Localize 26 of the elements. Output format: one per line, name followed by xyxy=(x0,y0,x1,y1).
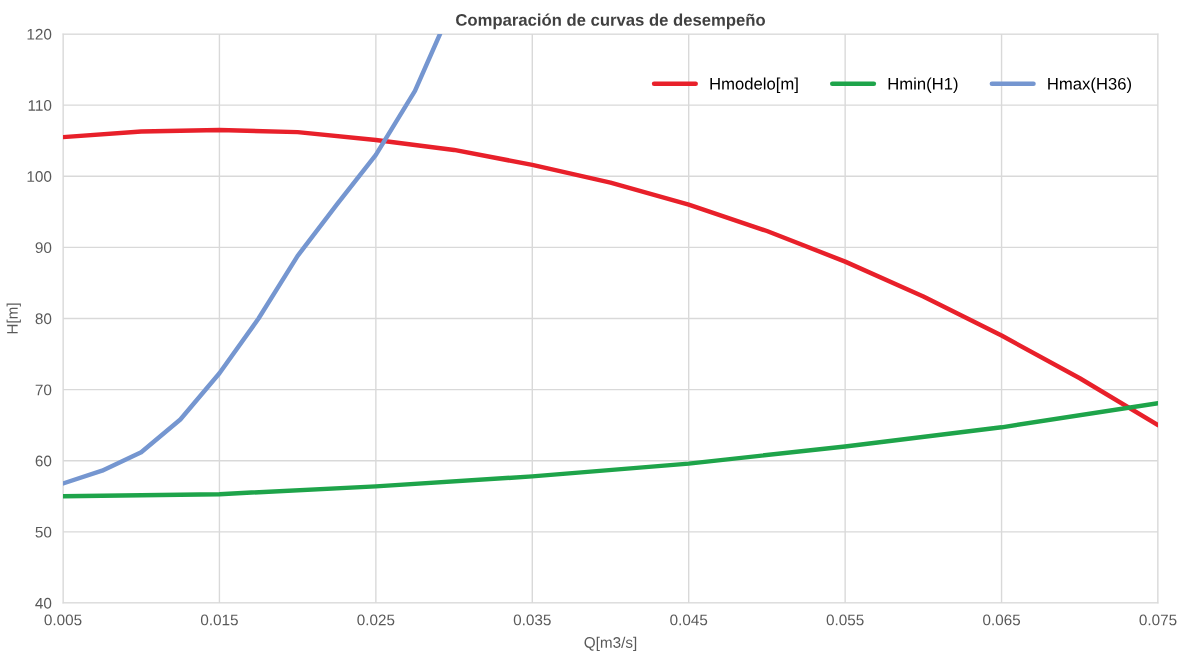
y-tick-label: 80 xyxy=(35,313,52,325)
line-series xyxy=(63,400,1158,499)
legend-label: Hmin(H1) xyxy=(888,77,958,93)
x-tick-label: 0.035 xyxy=(513,614,551,626)
y-tick-label: 120 xyxy=(27,28,52,40)
x-tick-label: 0.025 xyxy=(357,614,395,626)
x-axis-title: Q[m3/s] xyxy=(584,636,637,651)
x-tick-label: 0.055 xyxy=(826,614,864,626)
y-tick-label: 100 xyxy=(27,171,52,182)
y-tick-label: 40 xyxy=(35,597,52,609)
chart-title: Comparación de curvas de desempeño xyxy=(456,13,765,30)
y-tick-label: 60 xyxy=(35,455,52,467)
x-tick-label: 0.005 xyxy=(44,614,82,626)
line-series xyxy=(63,34,443,486)
legend-label: Hmax(H36) xyxy=(1048,77,1132,93)
y-tick-label: 70 xyxy=(35,384,52,396)
x-tick-label: 0.065 xyxy=(983,614,1021,626)
x-tick-label: 0.075 xyxy=(1139,614,1177,626)
legend-label: Hmodelo[m] xyxy=(710,77,798,93)
line-series xyxy=(63,127,1158,428)
y-tick-label: 110 xyxy=(28,99,52,111)
x-tick-label: 0.015 xyxy=(200,614,238,626)
y-tick-label: 50 xyxy=(35,526,52,538)
y-tick-label: 90 xyxy=(35,242,52,254)
y-axis-title: H[m] xyxy=(6,303,21,334)
x-tick-label: 0.045 xyxy=(670,614,708,626)
